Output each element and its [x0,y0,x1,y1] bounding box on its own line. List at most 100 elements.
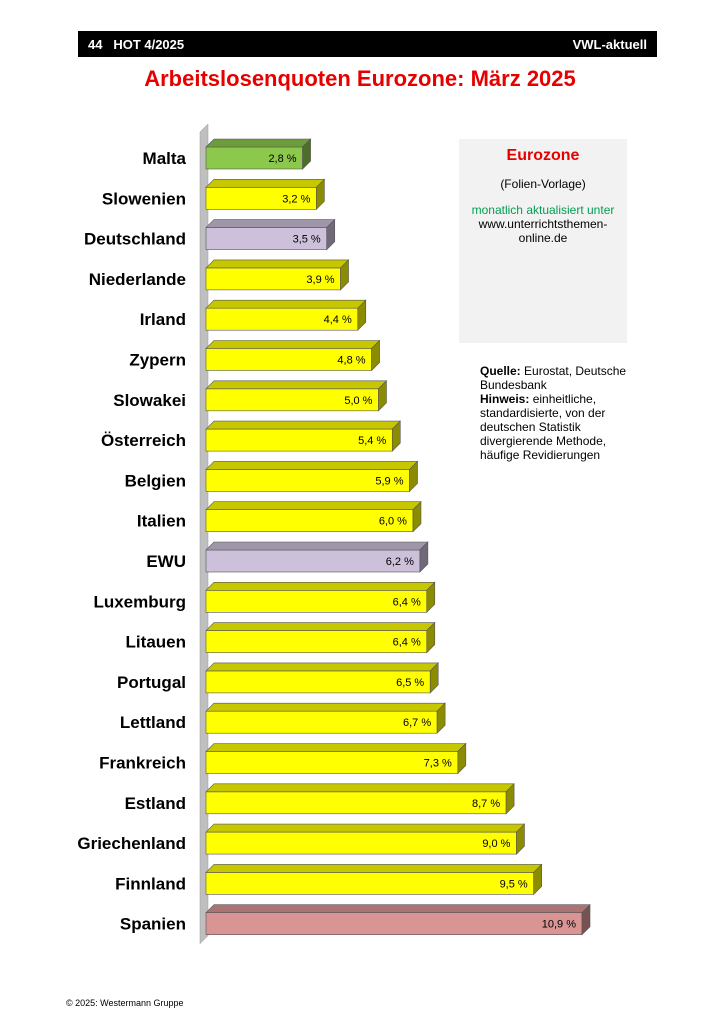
bar-group: 9,5 % Finnland [115,863,543,896]
category-label: Deutschland [84,230,186,249]
value-label: 6,4 % [393,596,421,608]
note-text: einheitliche, standardisierte, von der d… [480,392,607,462]
bar-side-face [302,138,311,170]
bar-group: 6,7 % Lettland [120,702,446,734]
value-label: 8,7 % [472,798,500,810]
bar-side-face [533,863,543,896]
bar-group: 9,0 % Griechenland [77,823,526,855]
bar [205,791,507,815]
bar-group: 7,3 % Frankreich [99,742,467,775]
bar-group: 3,9 % Niederlande [89,259,350,291]
category-label: Litauen [126,633,186,652]
footer-copyright: © 2025: Westermann Gruppe [66,998,184,1008]
source-block: Quelle: Eurostat, Deutsche Bundesbank Hi… [480,364,640,462]
source-label: Quelle: [480,364,521,378]
bar-group: 10,9 % Spanien [120,903,591,936]
value-label: 3,2 % [282,193,310,205]
bar-group: 6,4 % Luxemburg [93,581,436,614]
bar-top-face [205,702,446,712]
value-label: 5,0 % [344,395,372,407]
bar-side-face [371,339,380,372]
header-bar: 44 HOT 4/2025 VWL-aktuell [78,31,657,57]
bar-top-face [205,299,367,309]
bar-group: 3,5 % Deutschland [84,218,336,251]
bar-side-face [419,541,429,573]
value-label: 4,4 % [324,314,352,326]
value-label: 6,5 % [396,677,424,689]
info-box-url[interactable]: www.unterrichtsthemen-online.de [478,217,608,245]
category-label: Frankreich [99,754,186,773]
bar-top-face [205,179,326,188]
value-label: 4,8 % [337,355,365,367]
bar-group: 2,8 % Malta [143,138,312,170]
value-label: 6,4 % [393,637,421,649]
page-number: 44 [88,37,103,52]
category-label: Spanien [120,915,186,934]
value-label: 6,2 % [386,556,414,568]
bar-group: 5,4 % Österreich [101,420,401,452]
value-label: 3,5 % [293,234,321,246]
category-label: Italien [137,512,186,531]
bar-side-face [516,823,525,855]
value-label: 5,4 % [358,435,386,447]
bar-group: 6,0 % Italien [137,500,422,533]
bar-side-face [426,621,436,654]
value-label: 3,9 % [306,274,334,286]
bar-top-face [205,219,336,228]
bar-group: 4,8 % Zypern [129,339,381,372]
value-label: 6,7 % [403,717,431,729]
category-label: Portugal [117,673,186,692]
info-box-subtitle: (Folien-Vorlage) [500,177,586,191]
bar-side-face [412,500,422,533]
bar-side-face [581,903,591,936]
bar-side-face [340,259,349,291]
category-label: EWU [146,552,186,571]
bar-top-face [205,904,591,914]
bar-top-face [205,380,388,390]
category-label: Belgien [125,471,186,490]
bar-top-face [205,420,401,430]
bar-group: 6,4 % Litauen [126,621,436,654]
bar-top-face [205,259,350,269]
bar-top-face [205,581,436,591]
bar-top-face [205,783,515,793]
bar-side-face [378,380,387,412]
chart-title: Arbeitslosenquoten Eurozone: März 2025 [144,66,576,91]
source-text: Eurostat, Deutsche Bundesbank [480,364,627,392]
bar-top-face [205,823,526,833]
value-label: 9,0 % [482,838,510,850]
bar-side-face [505,783,515,815]
info-box-update-note: monatlich aktualisiert unter [471,203,615,217]
bar-top-face [205,662,439,672]
info-box-title: Eurozone [506,147,580,164]
category-label: Malta [143,149,187,168]
bar-group: 3,2 % Slowenien [102,178,326,211]
bar-side-face [316,178,325,211]
bar-group: 4,4 % Irland [140,299,367,331]
category-label: Lettland [120,713,186,732]
value-label: 9,5 % [500,878,528,890]
value-label: 10,9 % [542,919,576,931]
value-label: 7,3 % [424,758,452,770]
bar-top-face [205,541,429,551]
bar-top-face [205,622,436,631]
bar-side-face [326,218,336,251]
bar-group: 8,7 % Estland [125,783,515,815]
info-box: Eurozone (Folien-Vorlage) monatlich aktu… [459,139,627,343]
bar-top-face [205,461,419,470]
bar-top-face [205,340,381,349]
section-label: VWL-aktuell [572,37,647,52]
value-label: 2,8 % [268,153,296,165]
bar [205,751,459,774]
bar [205,912,583,936]
category-label: Finnland [115,874,186,893]
bar-group: 6,5 % Portugal [117,662,439,694]
bar-group: 5,9 % Belgien [125,460,419,493]
bar-side-face [429,662,439,694]
category-label: Irland [140,310,186,329]
note-label: Hinweis: [480,392,530,406]
bar-side-face [436,702,446,734]
bar-top-face [205,138,312,148]
issue-label: HOT 4/2025 [113,37,185,52]
